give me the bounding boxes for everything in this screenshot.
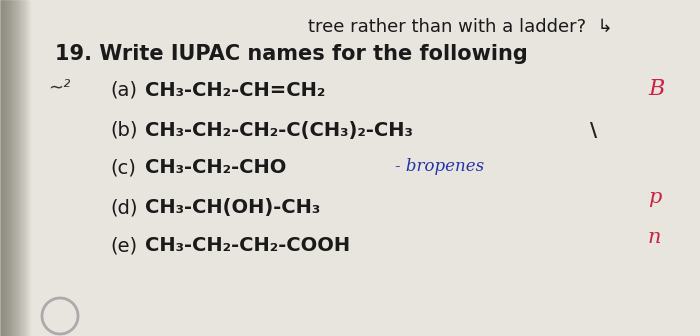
Text: tree rather than with a ladder?  ↳: tree rather than with a ladder? ↳ xyxy=(307,18,612,36)
Bar xyxy=(15,0,16,336)
Bar xyxy=(14,0,15,336)
Bar xyxy=(4,0,5,336)
Bar xyxy=(1,0,2,336)
Bar xyxy=(9,0,10,336)
Bar xyxy=(10,0,11,336)
Bar xyxy=(3,0,4,336)
Bar xyxy=(13,0,14,336)
Text: - bropenes: - bropenes xyxy=(395,158,484,175)
Text: CH₃-CH₂-CHO: CH₃-CH₂-CHO xyxy=(145,158,286,177)
Bar xyxy=(28,0,29,336)
Text: CH₃-CH(OH)-CH₃: CH₃-CH(OH)-CH₃ xyxy=(145,198,321,217)
Bar xyxy=(26,0,27,336)
Text: CH₃-CH₂-CH=CH₂: CH₃-CH₂-CH=CH₂ xyxy=(145,81,326,100)
Text: (c): (c) xyxy=(110,158,136,177)
Bar xyxy=(25,0,26,336)
Text: \: \ xyxy=(590,121,597,140)
Bar xyxy=(24,0,25,336)
Bar xyxy=(27,0,28,336)
Bar xyxy=(6,0,7,336)
Bar xyxy=(8,0,9,336)
Bar xyxy=(2,0,3,336)
Bar xyxy=(18,0,19,336)
Text: (e): (e) xyxy=(110,236,137,255)
Bar xyxy=(23,0,24,336)
Text: CH₃-CH₂-CH₂-C(CH₃)₂-CH₃: CH₃-CH₂-CH₂-C(CH₃)₂-CH₃ xyxy=(145,121,413,140)
Bar xyxy=(19,0,20,336)
Bar xyxy=(22,0,23,336)
Bar xyxy=(0,0,1,336)
Bar xyxy=(12,0,13,336)
Text: B: B xyxy=(648,78,664,100)
Bar xyxy=(11,0,12,336)
Text: ∼²: ∼² xyxy=(48,78,71,96)
Text: n: n xyxy=(648,228,662,247)
Text: (d): (d) xyxy=(110,198,137,217)
Bar xyxy=(17,0,18,336)
Text: (b): (b) xyxy=(110,121,137,140)
Bar xyxy=(29,0,30,336)
Bar xyxy=(16,0,17,336)
Bar xyxy=(5,0,6,336)
Text: (a): (a) xyxy=(110,81,137,100)
Bar xyxy=(7,0,8,336)
Text: p: p xyxy=(648,188,662,207)
Text: 19. Write IUPAC names for the following: 19. Write IUPAC names for the following xyxy=(55,44,528,64)
Bar xyxy=(20,0,21,336)
Bar xyxy=(21,0,22,336)
Text: CH₃-CH₂-CH₂-COOH: CH₃-CH₂-CH₂-COOH xyxy=(145,236,350,255)
